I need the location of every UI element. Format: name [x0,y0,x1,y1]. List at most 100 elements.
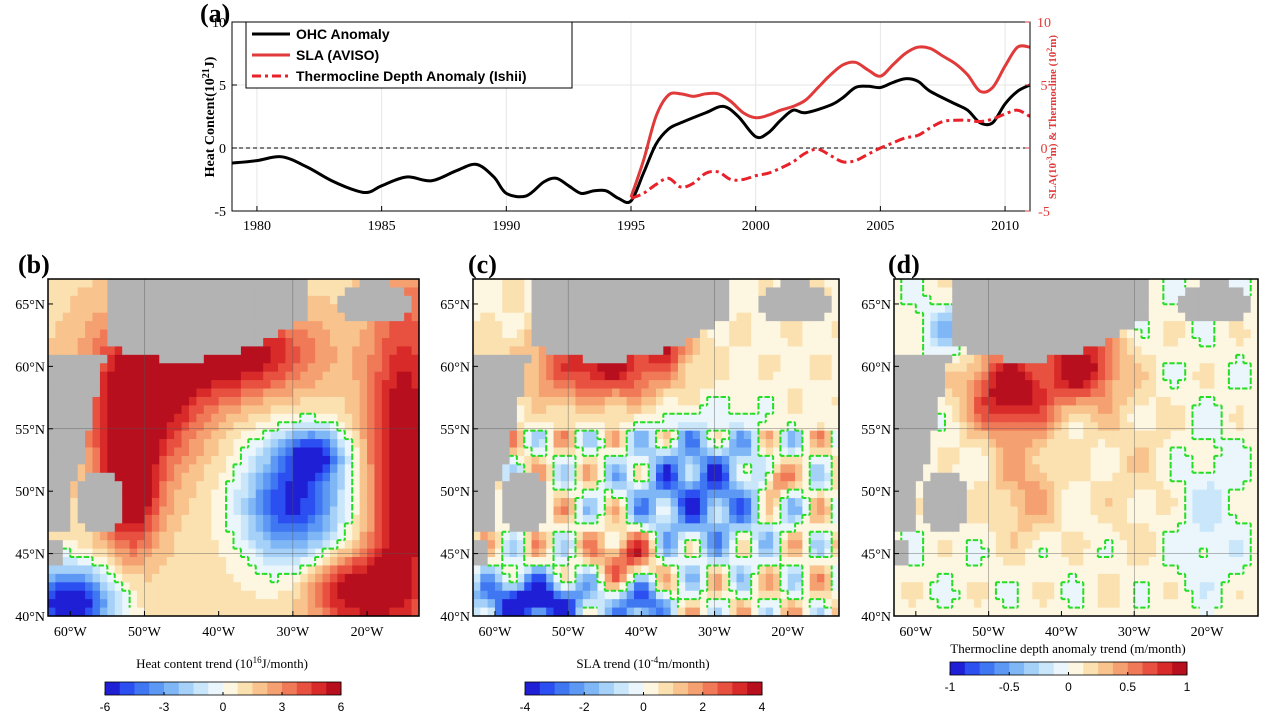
field-cell [729,312,738,322]
field-cell [144,548,153,558]
field-cell [751,312,760,322]
field-cell [389,279,398,289]
field-cell [802,380,811,390]
field-cell [560,447,569,457]
field-cell [329,481,338,491]
land-cell [937,481,946,491]
field-cell [300,388,309,398]
field-cell [915,279,924,289]
land-cell [70,413,79,423]
land-cell [122,279,131,289]
field-cell [359,430,368,440]
field-cell [62,565,71,575]
field-cell [538,472,547,482]
land-cell [560,287,569,297]
field-cell [381,413,390,423]
field-cell [307,396,316,406]
field-cell [374,346,383,356]
land-cell [480,472,489,482]
y2-tick-label: 0 [1041,142,1048,157]
land-cell [817,287,825,297]
field-cell [218,371,227,381]
field-cell [817,590,825,600]
field-cell [553,363,562,373]
land-cell [930,388,939,398]
land-cell [590,329,599,339]
field-cell [714,557,723,567]
land-cell [129,337,138,348]
field-cell [531,447,540,457]
field-cell [240,557,249,567]
field-cell [292,523,301,533]
field-cell [908,531,917,541]
field-cell [538,380,547,390]
field-cell [509,573,518,583]
land-cell [721,295,730,305]
field-cell [619,557,628,567]
field-cell [612,557,620,567]
field-cell [487,582,496,592]
field-cell [560,557,569,567]
field-cell [959,565,968,575]
land-cell [502,371,511,381]
field-cell [751,523,760,533]
field-cell [188,405,197,415]
land-cell [99,498,108,508]
land-cell [597,337,606,348]
field-cell [352,607,361,617]
field-cell [322,321,331,331]
field-cell [930,439,939,449]
field-cell [560,388,569,398]
field-cell [337,287,346,297]
field-cell [352,481,361,491]
field-cell [546,557,555,567]
land-cell [144,321,153,331]
field-cell [159,557,168,567]
field-cell [699,422,708,432]
field-cell [137,565,146,575]
land-cell [196,346,205,356]
field-cell [151,498,160,508]
field-cell [729,548,738,558]
lat-tick-label: 60°N [15,360,45,375]
field-cell [218,405,227,415]
field-cell [92,439,101,449]
field-cell [137,481,146,491]
field-cell [743,396,752,406]
field-cell [538,523,547,533]
land-cell [473,396,481,406]
field-cell [568,380,577,390]
field-cell [677,514,686,524]
land-cell [473,455,481,465]
field-cell [944,582,953,592]
field-cell [780,354,789,364]
field-cell [270,481,279,491]
field-cell [233,573,242,583]
field-cell [516,405,525,415]
land-cell [634,287,642,297]
field-cell [634,489,642,499]
field-cell [524,279,533,289]
lat-tick-label: 65°N [440,298,470,313]
field-cell [721,557,730,567]
field-cell [780,590,789,600]
field-cell [692,337,701,348]
field-cell [270,464,279,474]
land-cell [480,422,489,432]
land-cell [292,287,301,297]
field-cell [597,548,606,558]
field-cell [802,405,811,415]
field-cell [714,388,723,398]
field-cell [352,380,361,390]
field-cell [831,422,840,432]
field-cell [151,489,160,499]
lon-tick-label: 20°W [351,625,385,640]
land-cell [107,498,116,508]
field-cell [677,540,686,550]
field-cell [151,464,160,474]
field-cell [233,439,242,449]
field-cell [670,388,679,398]
field-cell [99,371,108,381]
field-cell [751,388,760,398]
field-cell [233,590,242,600]
